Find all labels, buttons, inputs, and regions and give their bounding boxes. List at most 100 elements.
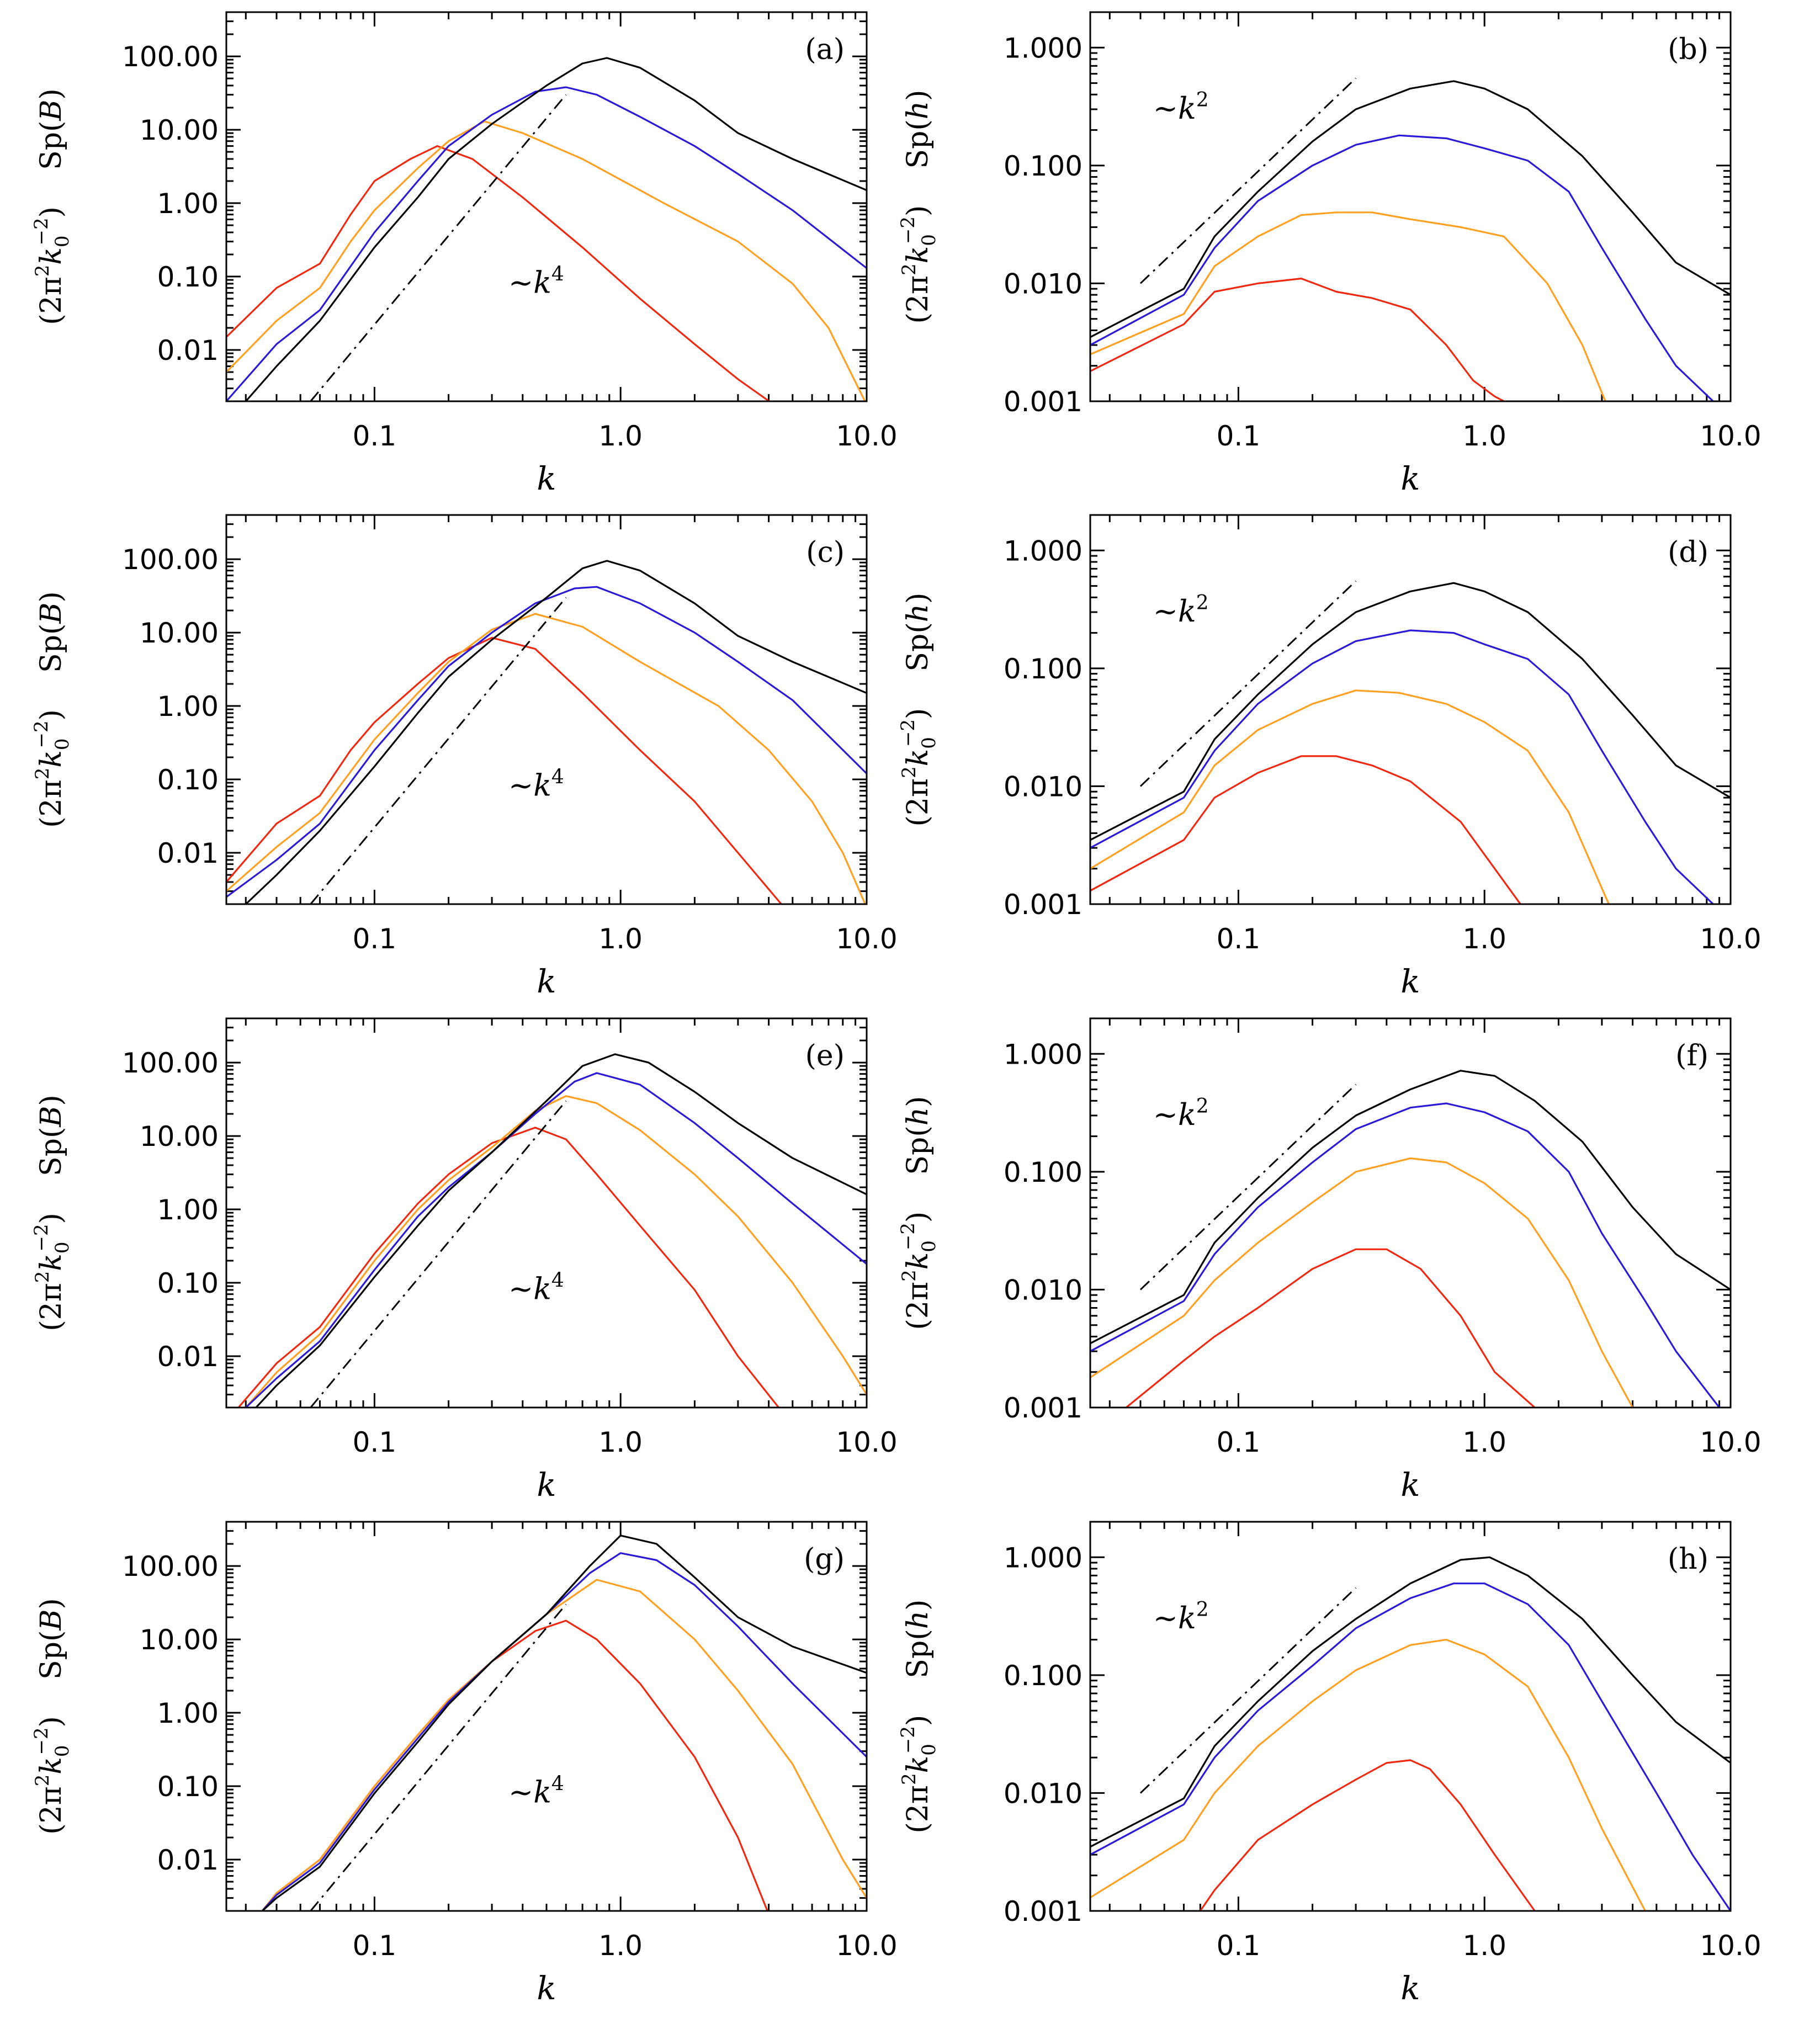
series-line-red — [1126, 1248, 1536, 1408]
y-tick-label: 0.100 — [1004, 1156, 1083, 1188]
y-tick-label: 1.00 — [157, 1697, 219, 1729]
y-label-k: k — [35, 1757, 68, 1775]
x-tick-label: 1.0 — [598, 1426, 643, 1458]
y-tick-label: 0.10 — [157, 1771, 219, 1803]
y-tick-label: 0.10 — [157, 764, 219, 796]
y-tick-label: 100.00 — [122, 41, 219, 73]
y-tick-label: 0.010 — [1004, 1777, 1083, 1809]
y-tick-label: 1.00 — [157, 1194, 219, 1226]
annotation-exp: 4 — [551, 263, 564, 286]
x-tick-label: 10.0 — [1700, 923, 1761, 955]
series-line-red — [1090, 278, 1505, 401]
y-axis-label: (2π2k0−2) Sp(h) — [897, 1600, 940, 1834]
guide-annotation: ~k2 — [1153, 1095, 1209, 1132]
y-tick-label: 10.00 — [140, 1120, 219, 1153]
y-axis-label: (2π2k0−2) Sp(h) — [897, 90, 940, 324]
panel-label: (f) — [1675, 1039, 1708, 1072]
y-label-sp: Sp( — [35, 1631, 68, 1716]
y-label-part: ) — [901, 1600, 935, 1611]
y-label-part: ) — [901, 90, 935, 101]
panel-f: 0.1 1.0 10.00.0010.0100.1001.000k(2π2k0−2)… — [897, 1017, 1761, 1504]
panel-label: (a) — [805, 33, 845, 66]
annotation-tilde: ~ — [508, 265, 533, 300]
x-tick-label: 0.1 — [353, 420, 397, 452]
y-label-k: k — [35, 1254, 68, 1271]
annotation-k: k — [1178, 91, 1196, 126]
series-line-red — [237, 1127, 780, 1408]
y-axis-label: (2π2k0−2) Sp(h) — [897, 1096, 940, 1330]
y-label-var: B — [35, 602, 68, 624]
annotation-tilde: ~ — [508, 1775, 533, 1810]
y-tick-label: 0.001 — [1004, 386, 1083, 418]
y-tick-label: 0.10 — [157, 1267, 219, 1299]
y-label-sup: 2 — [31, 1271, 54, 1283]
x-tick-label: 1.0 — [598, 923, 643, 955]
y-label-part: (2π — [35, 1786, 68, 1835]
series-line-red — [1090, 755, 1521, 904]
plot-frame — [1089, 1017, 1732, 1409]
guide-line — [1139, 1084, 1357, 1291]
annotation-k: k — [533, 265, 551, 300]
panel-b: 0.1 1.0 10.00.0010.0100.1001.000k(2π2k0−2)… — [897, 11, 1761, 497]
y-tick-label: 100.00 — [122, 1047, 219, 1079]
y-label-sub: 0 — [51, 1241, 73, 1254]
series-line-blue — [1090, 1582, 1731, 1911]
y-label-part: (2π — [35, 277, 68, 325]
y-label-part: (2π — [901, 1282, 935, 1330]
y-label-sup: −2 — [30, 1727, 52, 1755]
y-label-var: h — [901, 1611, 935, 1629]
x-tick-label: 10.0 — [1700, 1426, 1761, 1458]
y-label-k: k — [901, 246, 935, 264]
annotation-tilde: ~ — [508, 1272, 533, 1307]
series-line-orange — [1090, 689, 1610, 904]
annotation-exp: 2 — [1196, 89, 1209, 111]
annotation-k: k — [1178, 1097, 1196, 1132]
plot-frame — [225, 1017, 868, 1409]
y-tick-label: 0.100 — [1004, 653, 1083, 685]
plot-frame — [1089, 1521, 1732, 1912]
x-tick-label: 10.0 — [836, 1930, 897, 1962]
series-line-blue — [1090, 134, 1714, 401]
y-label-sup: 2 — [31, 768, 54, 780]
plot-frame — [225, 514, 868, 905]
y-label-var: h — [901, 101, 935, 120]
series-line-black — [1090, 582, 1731, 841]
x-axis-label: k — [1400, 460, 1420, 497]
annotation-tilde: ~ — [1153, 91, 1178, 126]
y-label-part: ) — [901, 1096, 935, 1107]
y-axis-label: (2π2k0−2) Sp(h) — [897, 593, 940, 827]
y-label-sup: −2 — [30, 720, 52, 748]
y-label-var: B — [35, 1609, 68, 1631]
series-group — [1090, 1556, 1731, 1911]
y-label-sub: 0 — [918, 234, 940, 246]
annotation-exp: 2 — [1196, 1599, 1209, 1621]
y-tick-label: 1.000 — [1004, 535, 1083, 567]
panel-label: (b) — [1668, 33, 1708, 66]
y-label-part: ) — [901, 708, 935, 719]
x-tick-label: 1.0 — [1462, 420, 1506, 452]
series-line-red — [261, 1619, 768, 1911]
panel-label: (c) — [806, 536, 845, 569]
plot-frame — [225, 1521, 868, 1912]
x-tick-label: 10.0 — [1700, 420, 1761, 452]
y-tick-label: 0.010 — [1004, 268, 1083, 300]
y-label-part: (2π — [901, 275, 935, 324]
x-tick-label: 10.0 — [836, 923, 897, 955]
series-line-blue — [226, 86, 867, 401]
y-tick-label: 0.001 — [1004, 1895, 1083, 1927]
y-label-sp: Sp( — [901, 1125, 935, 1211]
y-label-sup: 2 — [898, 1773, 920, 1785]
annotation-exp: 2 — [1196, 592, 1209, 614]
y-tick-label: 1.00 — [157, 691, 219, 723]
y-label-sub: 0 — [918, 737, 940, 749]
y-label-sup: 2 — [898, 1270, 920, 1282]
y-label-var: B — [35, 99, 68, 121]
series-group — [1090, 580, 1731, 904]
series-line-black — [245, 57, 867, 401]
y-label-part: (2π — [901, 778, 935, 827]
y-label-part: ) — [35, 88, 68, 99]
guide-line — [1139, 580, 1357, 787]
annotation-exp: 4 — [551, 1270, 564, 1292]
x-axis-label: k — [1400, 963, 1420, 1000]
